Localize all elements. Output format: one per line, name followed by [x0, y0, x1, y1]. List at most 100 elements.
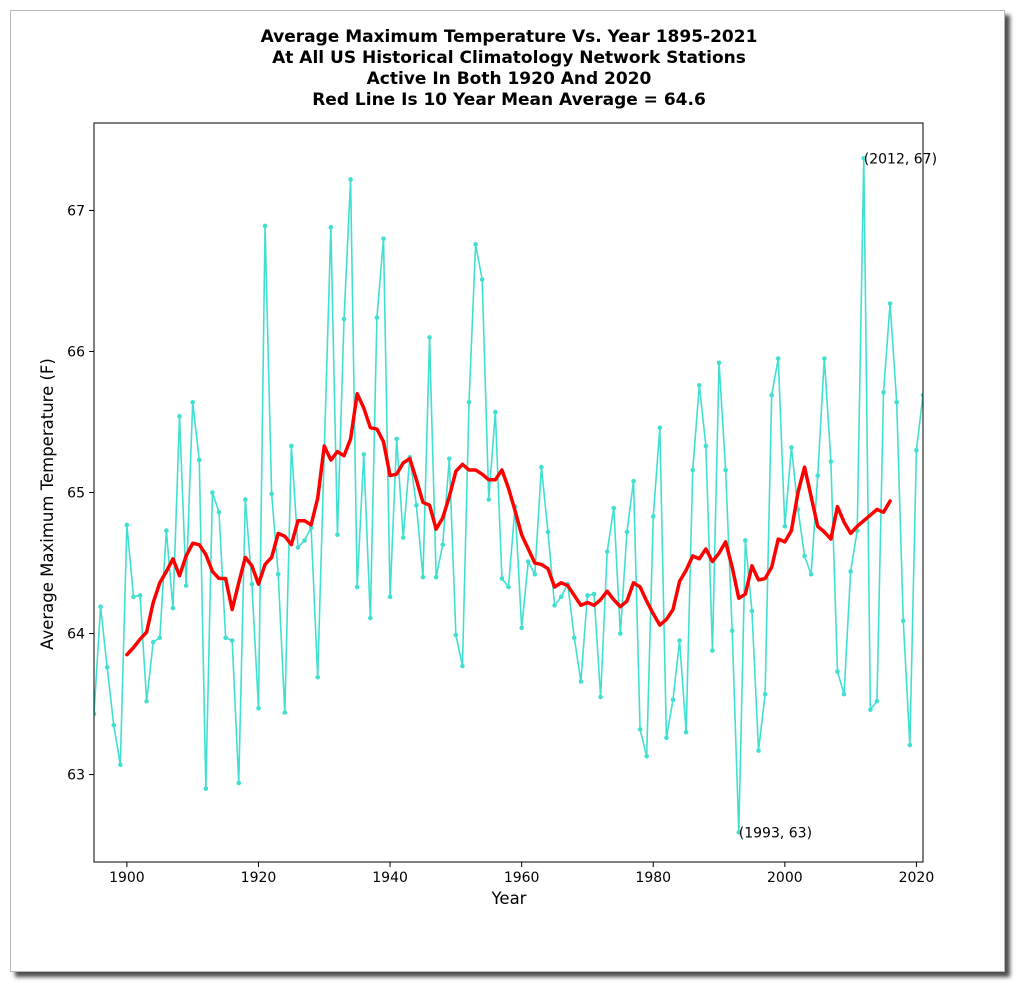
data-point — [900, 618, 906, 624]
data-point — [157, 635, 163, 641]
data-point — [427, 335, 432, 340]
data-point — [124, 522, 130, 528]
data-point — [433, 574, 439, 580]
data-point — [868, 707, 873, 712]
data-point — [479, 277, 485, 282]
data-point — [756, 748, 761, 753]
data-point — [400, 535, 406, 540]
data-point — [828, 459, 834, 464]
data-point — [677, 638, 682, 643]
data-point — [539, 464, 544, 470]
data-point — [282, 710, 288, 715]
data-point — [808, 572, 814, 577]
data-point — [631, 478, 636, 484]
x-tick-label: 1900 — [109, 870, 145, 886]
data-point — [275, 572, 281, 577]
data-point — [420, 574, 426, 580]
x-tick-label: 1940 — [372, 870, 408, 886]
data-point — [328, 225, 334, 230]
data-point — [94, 711, 97, 717]
data-point — [446, 456, 452, 461]
y-tick-label: 63 — [67, 768, 85, 784]
data-point — [743, 538, 748, 543]
data-point — [644, 753, 649, 759]
chart-svg: Average Maximum Temperature Vs. Year 189… — [38, 27, 937, 908]
data-point — [657, 425, 663, 430]
data-point — [183, 583, 189, 588]
data-point — [460, 663, 465, 669]
data-point — [848, 569, 853, 574]
data-point — [841, 691, 847, 697]
chart-title: Average Maximum Temperature Vs. Year 189… — [261, 27, 758, 110]
data-point — [315, 674, 321, 680]
data-point — [736, 830, 742, 835]
data-point — [624, 529, 630, 535]
data-point — [381, 236, 386, 241]
data-point — [453, 632, 459, 638]
data-point — [611, 505, 617, 511]
data-point — [598, 694, 603, 700]
data-point — [874, 698, 880, 704]
point-annotation: (2012, 67) — [864, 151, 937, 167]
data-point — [664, 735, 669, 741]
data-point — [703, 443, 709, 449]
title-line-3: Active In Both 1920 And 2020 — [367, 69, 652, 89]
data-point — [618, 631, 623, 636]
data-point — [210, 490, 215, 495]
data-point — [506, 584, 511, 590]
x-tick-label: 2020 — [899, 870, 935, 886]
data-point — [762, 691, 768, 697]
data-point — [335, 532, 340, 538]
data-point — [604, 549, 610, 555]
x-tick-label: 2000 — [767, 870, 803, 886]
data-point — [295, 545, 301, 550]
data-point — [697, 383, 702, 388]
data-point — [881, 390, 886, 395]
data-point — [532, 572, 538, 577]
title-line-1: Average Maximum Temperature Vs. Year 189… — [261, 27, 758, 47]
data-point — [729, 628, 735, 634]
data-point — [914, 447, 919, 453]
data-point — [229, 638, 235, 643]
data-point — [104, 665, 110, 670]
data-point — [769, 392, 774, 398]
y-tick-label: 67 — [67, 203, 85, 219]
data-point — [545, 529, 551, 535]
data-point — [164, 528, 169, 533]
data-point — [144, 698, 149, 704]
data-point — [137, 593, 143, 598]
data-point — [216, 509, 222, 515]
data-point — [473, 241, 478, 247]
data-point — [558, 594, 564, 600]
axes: 1900 1920 1940 1960 1980 2000 2020 63 64 65 66 67 (2… — [67, 122, 937, 886]
data-point — [348, 177, 353, 182]
data-point — [552, 603, 557, 608]
data-point — [907, 742, 913, 748]
data-point — [466, 399, 472, 405]
data-point — [170, 605, 176, 611]
data-point — [723, 467, 728, 473]
data-point — [835, 669, 840, 674]
data-point — [368, 615, 373, 621]
data-point — [289, 443, 294, 449]
data-point — [361, 452, 367, 457]
data-point — [822, 356, 827, 361]
data-point — [269, 491, 274, 497]
data-point — [223, 635, 228, 641]
data-point — [243, 497, 248, 502]
x-axis-label: Year — [491, 889, 527, 908]
ten-year-mean-line — [125, 392, 892, 657]
data-point — [262, 223, 268, 229]
data-point — [394, 436, 399, 442]
data-point — [591, 591, 597, 597]
title-line-4: Red Line Is 10 Year Mean Average = 64.6 — [312, 90, 706, 110]
data-point — [710, 648, 715, 653]
x-tick-label: 1980 — [635, 870, 671, 886]
data-point — [716, 360, 722, 366]
data-point — [118, 762, 123, 767]
data-point — [196, 457, 202, 463]
data-point — [749, 608, 755, 614]
data-point — [637, 727, 643, 732]
data-point — [111, 722, 117, 728]
data-point — [440, 542, 446, 547]
